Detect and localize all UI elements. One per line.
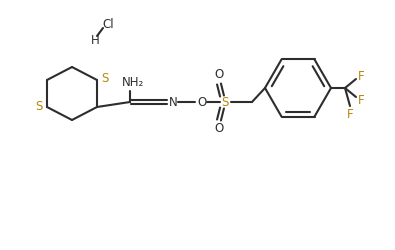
Text: S: S [101, 72, 109, 85]
Text: F: F [347, 108, 353, 122]
Text: NH₂: NH₂ [122, 76, 144, 88]
Text: F: F [358, 94, 364, 106]
Text: N: N [169, 96, 177, 108]
Text: O: O [214, 122, 224, 136]
Text: F: F [358, 70, 364, 82]
Text: S: S [35, 100, 43, 114]
Text: S: S [221, 96, 229, 108]
Text: O: O [214, 68, 224, 82]
Text: O: O [198, 96, 207, 108]
Text: Cl: Cl [102, 18, 114, 32]
Text: H: H [90, 34, 100, 46]
